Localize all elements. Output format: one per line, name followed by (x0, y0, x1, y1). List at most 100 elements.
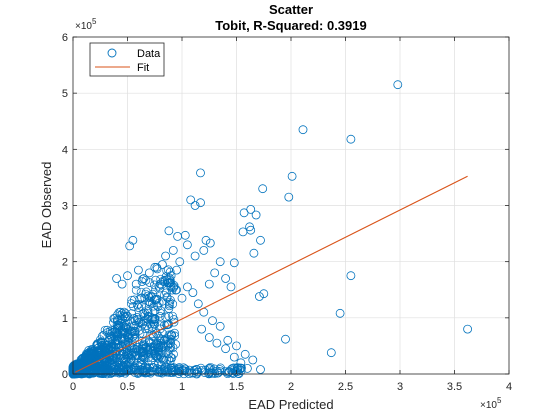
data-point (463, 324, 473, 334)
x-tick-label: 4 (506, 381, 512, 393)
data-point (147, 323, 157, 332)
data-point (137, 277, 147, 286)
data-point (111, 366, 121, 375)
data-point (226, 282, 236, 292)
data-point (204, 369, 213, 378)
data-point (108, 367, 118, 377)
data-point (140, 324, 150, 333)
data-point (129, 295, 139, 305)
data-point (143, 291, 153, 301)
data-point (141, 287, 151, 297)
x-tick-label: 3 (397, 381, 403, 393)
data-point (229, 363, 239, 373)
data-point (166, 277, 176, 287)
legend-data-marker (107, 48, 117, 58)
data-point (230, 364, 240, 373)
data-point (89, 346, 98, 356)
data-point (125, 341, 135, 351)
data-point (113, 316, 122, 326)
data-point (99, 368, 109, 377)
data-point (177, 293, 187, 303)
data-point (256, 365, 265, 374)
data-point (134, 303, 143, 312)
data-point (207, 369, 216, 378)
data-point (196, 363, 206, 373)
data-point (79, 366, 89, 376)
data-point (166, 343, 176, 352)
data-point (215, 366, 225, 376)
data-point (174, 365, 183, 374)
data-point (123, 333, 133, 342)
data-point (160, 335, 170, 344)
y-tick-label: 5 (62, 88, 68, 100)
data-point (110, 327, 120, 337)
y-tick-label: 2 (62, 257, 68, 269)
data-point (117, 279, 127, 289)
data-point (99, 354, 109, 364)
data-point (199, 245, 209, 255)
data-point (287, 171, 297, 181)
data-point (281, 334, 290, 344)
data-point (167, 331, 176, 341)
data-point (188, 288, 198, 298)
data-point (141, 368, 150, 378)
data-point (162, 266, 172, 276)
data-point (165, 267, 175, 277)
data-point (168, 343, 178, 352)
x-tick-label: 1.5 (229, 381, 244, 393)
data-point (152, 263, 162, 272)
y-tick-label: 3 (62, 201, 68, 213)
data-point (212, 338, 222, 348)
data-point (209, 364, 219, 374)
data-point (160, 290, 169, 300)
data-point (142, 321, 152, 330)
data-point (175, 257, 185, 267)
data-point (193, 299, 203, 309)
data-point (137, 302, 147, 311)
data-point (173, 231, 183, 241)
data-point (100, 363, 110, 372)
data-point (132, 300, 142, 310)
data-point (150, 262, 160, 272)
data-point (179, 366, 189, 376)
data-point (229, 352, 239, 362)
data-point (165, 368, 175, 378)
data-point (131, 285, 141, 295)
data-point (150, 280, 159, 290)
data-point (205, 238, 215, 248)
data-point (346, 271, 356, 281)
data-point (125, 241, 135, 251)
data-point (161, 251, 171, 261)
legend-data-label: Data (137, 48, 161, 60)
data-point (175, 366, 185, 376)
chart-title-group: Scatter Tobit, R-Squared: 0.3919 (215, 2, 366, 33)
data-point (99, 339, 109, 349)
data-point (152, 364, 162, 373)
data-point (156, 274, 166, 284)
data-point (113, 316, 123, 325)
y-tick-label: 4 (62, 144, 68, 156)
data-point (155, 312, 165, 321)
data-point (204, 279, 214, 289)
data-point (190, 251, 200, 261)
data-point (256, 235, 265, 245)
legend-fit-label: Fit (137, 62, 149, 74)
data-point (186, 195, 196, 205)
data-point (119, 328, 129, 338)
x-axis-label: EAD Predicted (248, 397, 333, 412)
data-point (258, 184, 268, 194)
data-point (143, 311, 153, 321)
data-point (154, 281, 164, 291)
data-point (189, 368, 199, 378)
data-point (151, 295, 161, 305)
data-point (168, 299, 178, 309)
data-point (240, 349, 250, 359)
data-point (157, 353, 166, 363)
data-point (216, 363, 225, 373)
data-point (119, 333, 129, 343)
data-point (229, 258, 239, 268)
data-point (221, 344, 231, 354)
data-point (147, 329, 157, 339)
data-point (249, 248, 259, 258)
